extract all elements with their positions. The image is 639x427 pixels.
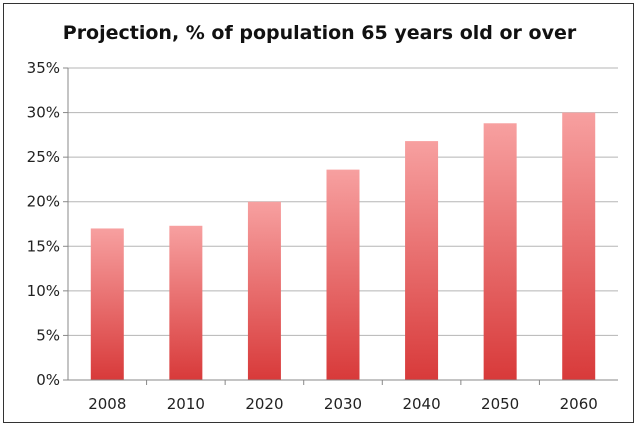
chart-title: Projection, % of population 65 years old… bbox=[62, 22, 577, 44]
y-tick-label-15: 15% bbox=[27, 237, 60, 255]
x-tick-label-2030: 2030 bbox=[324, 395, 362, 413]
x-tick-label-2008: 2008 bbox=[88, 395, 126, 413]
bar-2030 bbox=[326, 169, 360, 380]
x-tick-label-2050: 2050 bbox=[481, 395, 519, 413]
y-tick-label-10: 10% bbox=[27, 282, 60, 300]
y-tick-label-35: 35% bbox=[27, 59, 60, 77]
x-tick-label-2020: 2020 bbox=[245, 395, 283, 413]
bar-2008 bbox=[90, 228, 124, 380]
bar-2060 bbox=[562, 112, 596, 381]
bar-2040 bbox=[405, 141, 439, 380]
bar-2050 bbox=[483, 123, 517, 381]
bar-2020 bbox=[247, 201, 281, 380]
y-tick-label-25: 25% bbox=[27, 148, 60, 166]
y-tick-label-0: 0% bbox=[36, 371, 60, 389]
x-tick-label-2060: 2060 bbox=[560, 395, 598, 413]
x-tick-label-2040: 2040 bbox=[402, 395, 440, 413]
y-tick-label-20: 20% bbox=[27, 193, 60, 211]
y-tick-label-30: 30% bbox=[27, 104, 60, 122]
bar-2010 bbox=[169, 225, 203, 380]
y-tick-label-5: 5% bbox=[36, 326, 60, 344]
x-tick-label-2010: 2010 bbox=[167, 395, 205, 413]
